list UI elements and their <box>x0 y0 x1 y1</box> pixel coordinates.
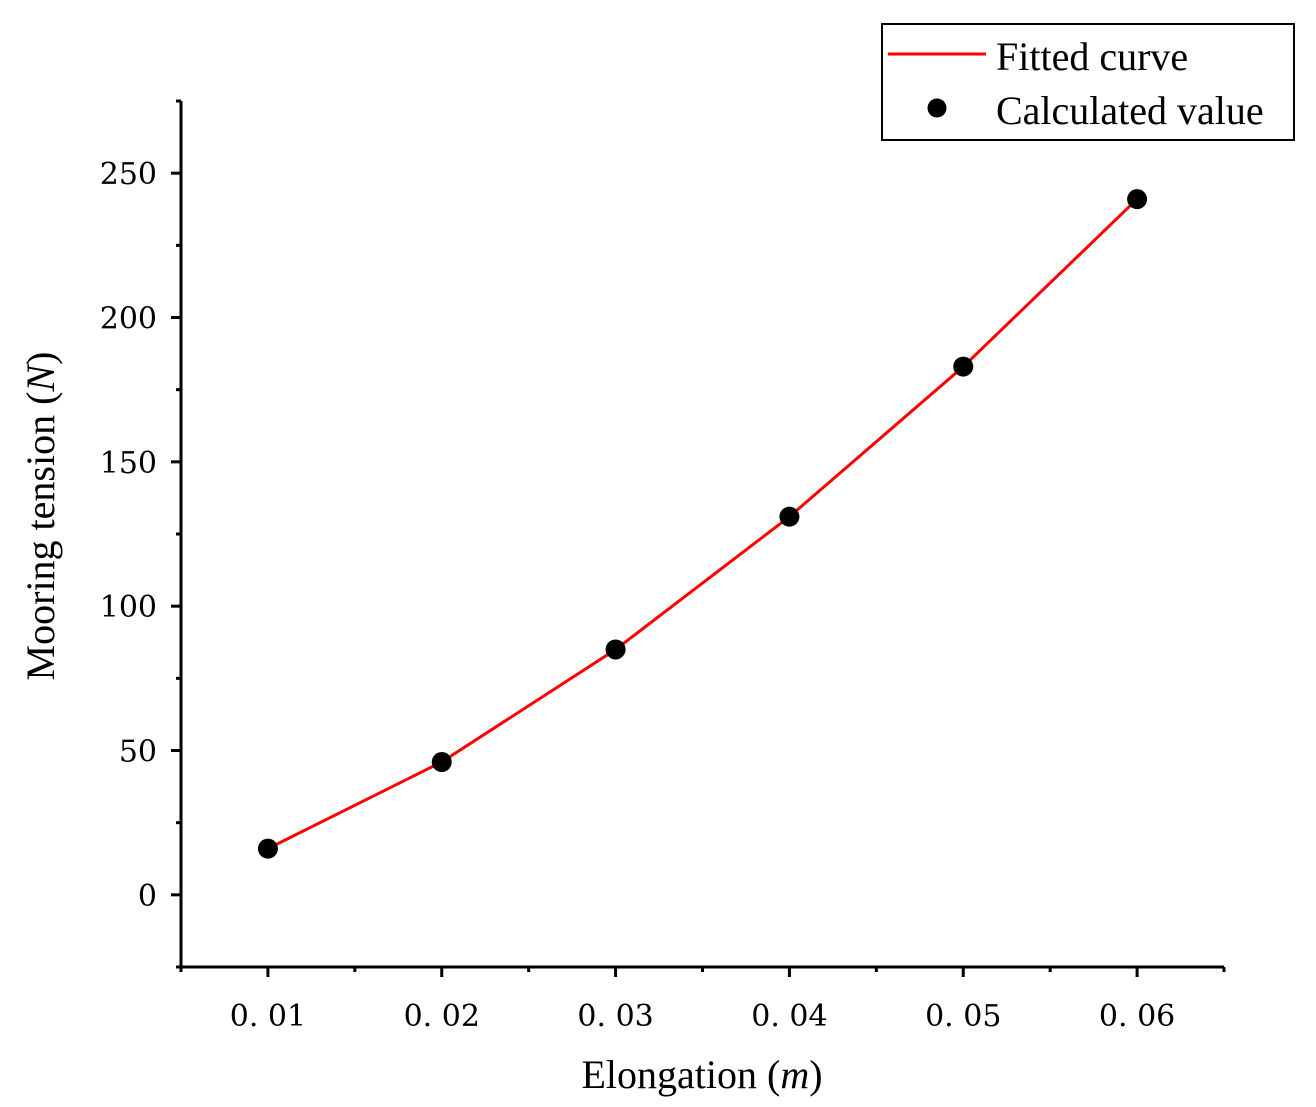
calculated-value-point <box>605 639 626 660</box>
fitted-curve-line <box>267 198 1139 850</box>
x-axis-title: Elongation (m) <box>581 1052 822 1097</box>
calculated-value-point <box>431 752 452 773</box>
x-tick-label: 0. 02 <box>404 999 480 1034</box>
y-tick-label: 200 <box>100 302 157 337</box>
x-axis-title-text: Elongation <box>581 1052 757 1097</box>
y-axis-title-text: Mooring tension <box>18 415 63 681</box>
calculated-value-point <box>257 838 278 859</box>
legend: Fitted curve Calculated value <box>881 23 1295 141</box>
axes <box>179 101 1224 969</box>
legend-box <box>881 23 1295 141</box>
y-tick-label: 150 <box>100 446 157 481</box>
x-axis-unit: m <box>780 1052 809 1097</box>
x-tick-label: 0. 03 <box>577 999 653 1034</box>
legend-marker-swatch <box>927 98 947 118</box>
ticks: 0 50 100 150 200 250 0. 01 0. 02 0. 03 0. 04 0. 05… <box>100 99 1226 1034</box>
x-tick-label: 0. 04 <box>751 999 827 1034</box>
y-axis-title: Mooring tension (N) <box>18 352 63 681</box>
x-tick-label: 0. 06 <box>1099 999 1175 1034</box>
y-tick-label: 0 <box>138 879 157 914</box>
y-tick-label: 100 <box>100 590 157 625</box>
calculated-value-point <box>953 356 974 377</box>
x-tick-label: 0. 05 <box>925 999 1001 1034</box>
calculated-value-point <box>779 506 800 527</box>
y-tick-label: 250 <box>100 157 157 192</box>
legend-label-fitted-curve: Fitted curve <box>996 34 1188 79</box>
legend-label-calculated-value: Calculated value <box>996 88 1264 133</box>
y-tick-label: 50 <box>119 735 157 770</box>
x-tick-label: 0. 01 <box>230 999 306 1034</box>
y-axis-unit: N <box>18 363 63 393</box>
calculated-value-point <box>1127 189 1148 210</box>
series <box>257 189 1148 859</box>
